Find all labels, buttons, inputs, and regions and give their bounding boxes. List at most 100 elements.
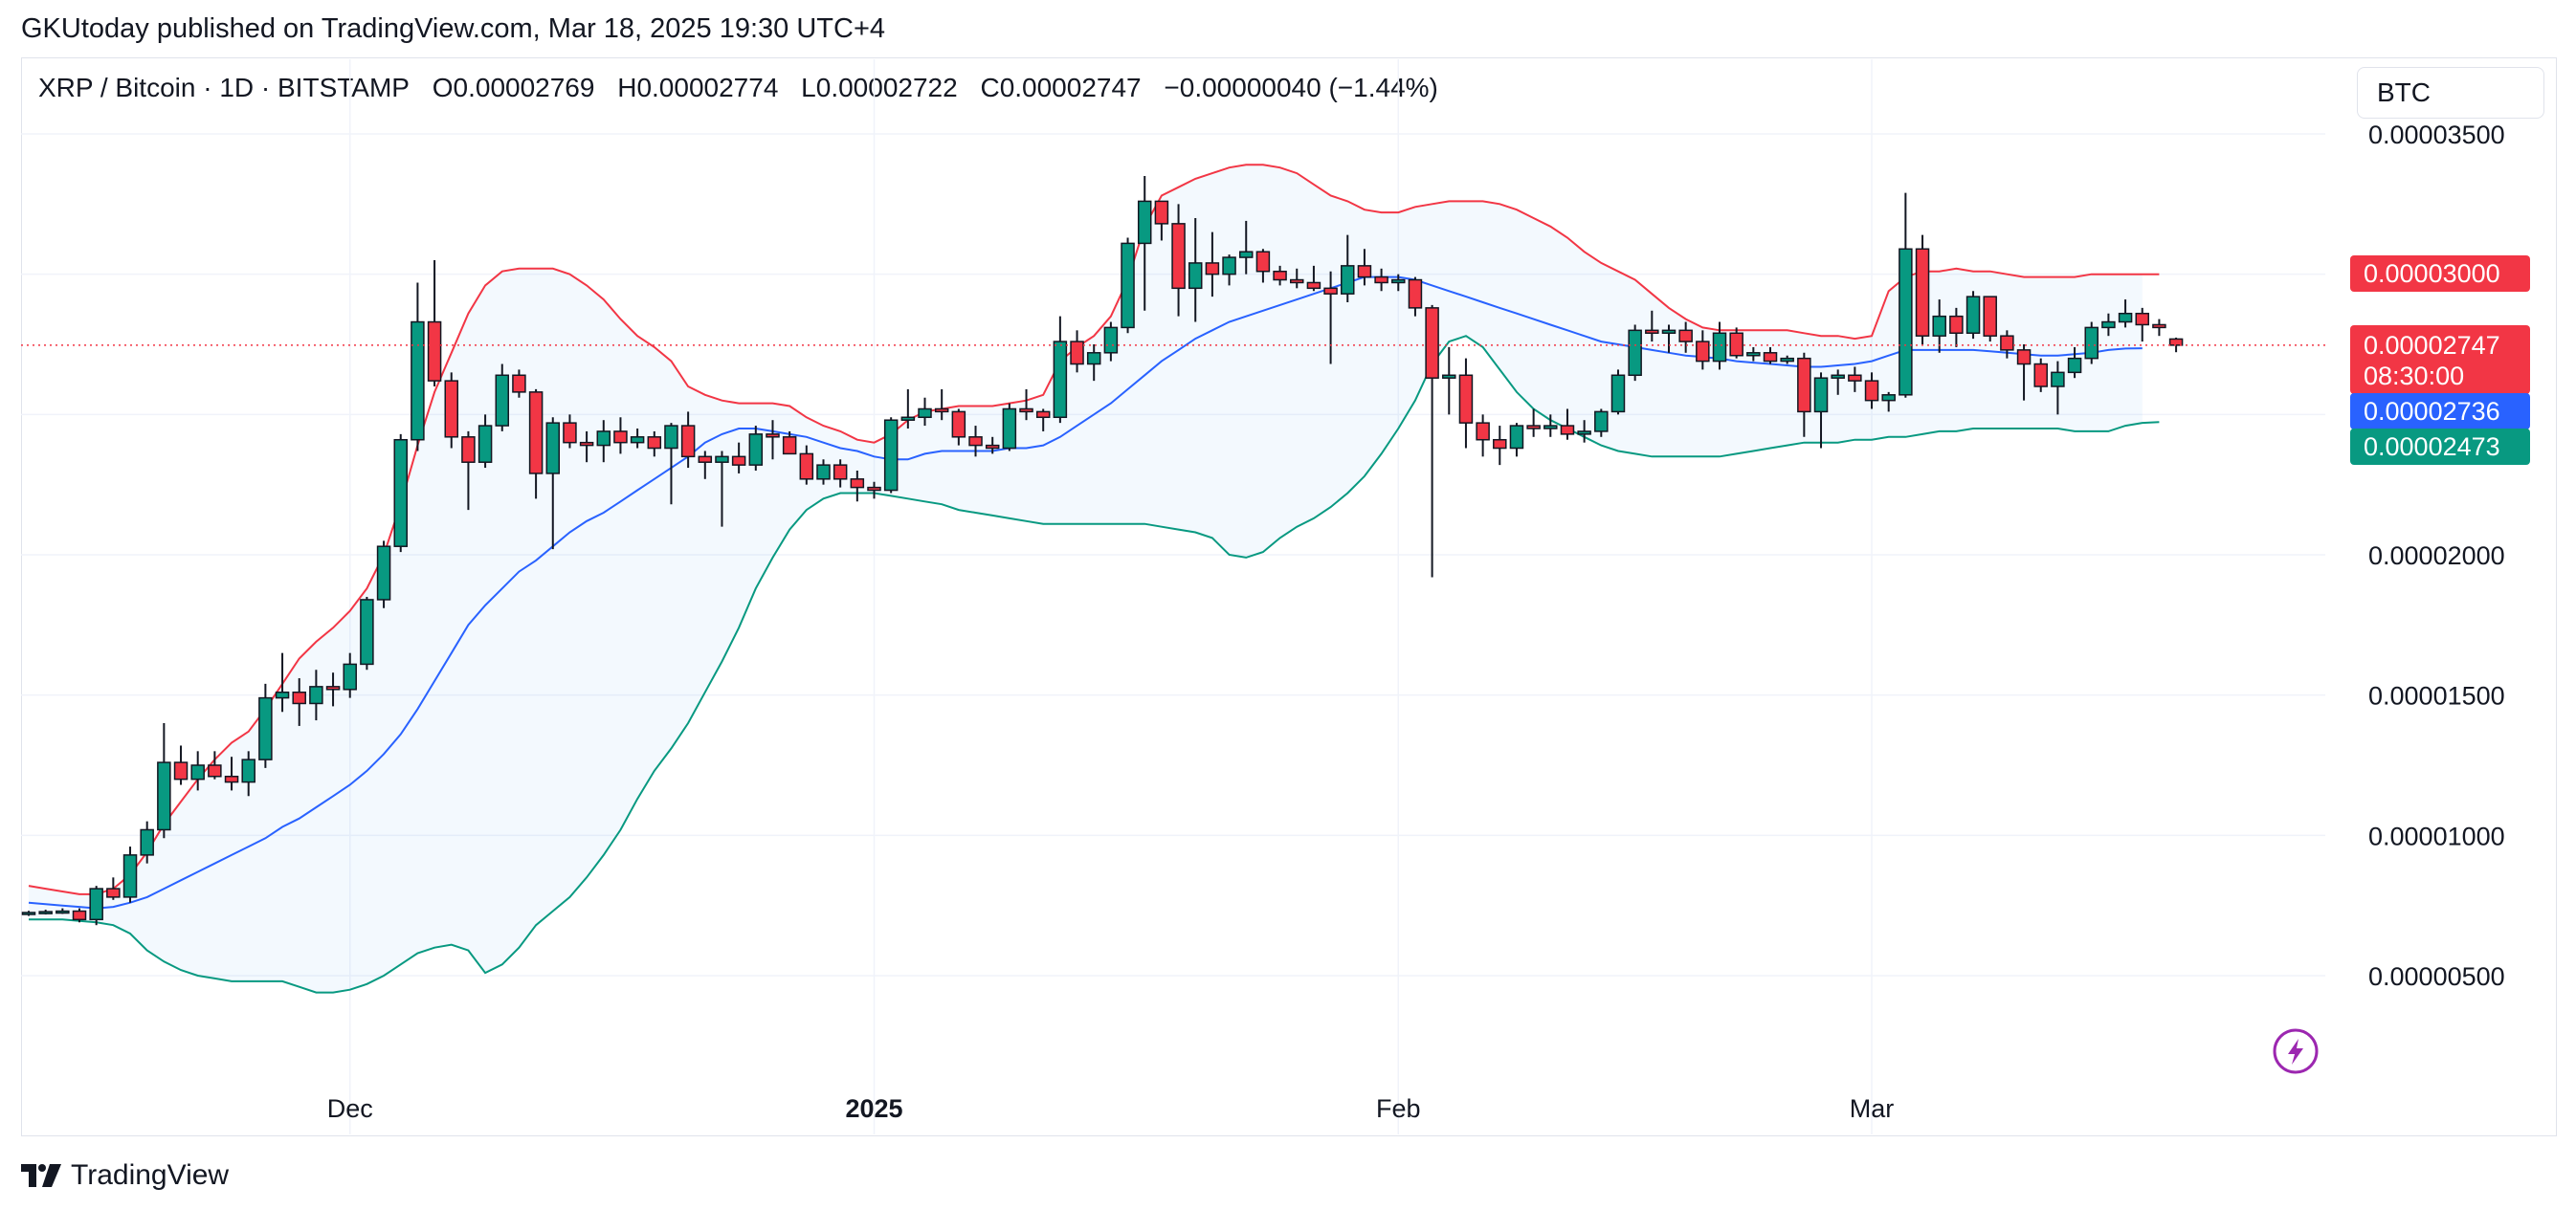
candle [190, 751, 205, 791]
candle [1509, 423, 1524, 457]
candle-body [1661, 329, 1677, 335]
lightning-icon[interactable] [2273, 1028, 2319, 1074]
candle [934, 388, 949, 421]
candle [21, 911, 36, 916]
candle [1831, 369, 1845, 395]
candle-body [883, 419, 899, 492]
candle [1425, 304, 1439, 578]
candle [833, 459, 848, 488]
candle-body [2084, 326, 2099, 360]
candle [698, 451, 713, 479]
candle [1290, 268, 1304, 289]
candle-body [1019, 407, 1033, 413]
candle [579, 430, 594, 463]
candle-body [2051, 371, 2065, 387]
candle [715, 451, 729, 527]
candle [799, 445, 814, 485]
candle-body [157, 761, 171, 831]
candle [951, 408, 966, 446]
candle [1171, 204, 1186, 317]
candles-layer [21, 176, 2184, 926]
candle [1560, 408, 1575, 440]
candle-body [1238, 251, 1254, 258]
symbol-name[interactable]: XRP / Bitcoin · 1D · BITSTAMP [38, 73, 410, 102]
currency-button[interactable]: BTC [2357, 67, 2544, 119]
candle-body [258, 696, 273, 760]
ohlc-high: H0.00002774 [617, 73, 779, 102]
candle-body [89, 888, 103, 921]
candle-body [934, 407, 949, 413]
time-axis[interactable]: Dec 2025 Feb Mar [327, 1094, 1895, 1123]
candle [1983, 296, 1997, 342]
candle [1712, 321, 1727, 370]
candle [512, 369, 526, 398]
candle [1154, 200, 1169, 241]
time-axis-label: 2025 [845, 1094, 902, 1123]
candle [461, 430, 476, 511]
candle-body [985, 444, 1000, 450]
candle-body [1493, 438, 1507, 450]
candle [56, 908, 70, 914]
candle [1915, 234, 1930, 344]
candle [495, 363, 510, 431]
candle-body [545, 422, 561, 474]
candle [613, 417, 628, 454]
price-axis[interactable]: 0.00003500 0.00002000 0.00001500 0.00001000… [2368, 121, 2505, 991]
candle-body [477, 425, 493, 463]
candle [2118, 299, 2133, 328]
candle-body [2067, 357, 2082, 374]
candle [985, 436, 1000, 454]
candle [1323, 271, 1338, 364]
candle-body [1965, 296, 1981, 335]
candle [258, 683, 273, 768]
candle-body [1053, 341, 1068, 419]
basis-tag: 0.00002736 [2364, 397, 2500, 426]
candle-body [1476, 422, 1490, 441]
candle-body [38, 911, 53, 914]
candle-body [1137, 200, 1152, 245]
candle-body [1290, 278, 1304, 284]
candle-body [1035, 410, 1051, 419]
candle-body [2168, 338, 2184, 346]
candle [1391, 274, 1406, 292]
candle-body [1645, 329, 1659, 335]
candle [1019, 388, 1033, 421]
candle [2051, 361, 2065, 415]
candle [106, 877, 121, 900]
candle-body [208, 764, 222, 778]
candle [766, 420, 780, 460]
time-axis-label: Mar [1850, 1094, 1895, 1123]
candle-body [1526, 425, 1541, 429]
candle [1442, 346, 1456, 415]
candle-body [1391, 278, 1406, 284]
candle-body [1932, 315, 1946, 337]
last-price-tag: 0.00002747 [2364, 331, 2500, 360]
candle-body [241, 759, 255, 783]
candle-body [1255, 251, 1271, 273]
candle-body [1425, 307, 1439, 379]
candle [208, 751, 222, 780]
candle-body [816, 464, 831, 480]
candle-body [411, 320, 425, 441]
candle [444, 372, 458, 449]
candle [1053, 316, 1068, 424]
candle [1238, 220, 1254, 275]
candle [1188, 218, 1203, 322]
candle [2084, 321, 2099, 364]
candle-body [1949, 315, 1964, 335]
candle-body [2135, 312, 2149, 326]
candle-body [2000, 335, 2014, 351]
candle-body [1899, 248, 1913, 396]
tradingview-logo[interactable]: TradingView [21, 1156, 229, 1195]
candle [1035, 408, 1051, 431]
price-axis-label: 0.00003500 [2368, 121, 2505, 149]
candle-body [292, 691, 306, 705]
candle-body [1323, 287, 1338, 295]
candle-body [528, 391, 544, 474]
candle [2135, 307, 2149, 342]
bar-countdown: 08:30:00 [2364, 362, 2464, 390]
candle-body [1458, 374, 1474, 424]
candle [1306, 265, 1321, 292]
candle-body [850, 478, 865, 489]
